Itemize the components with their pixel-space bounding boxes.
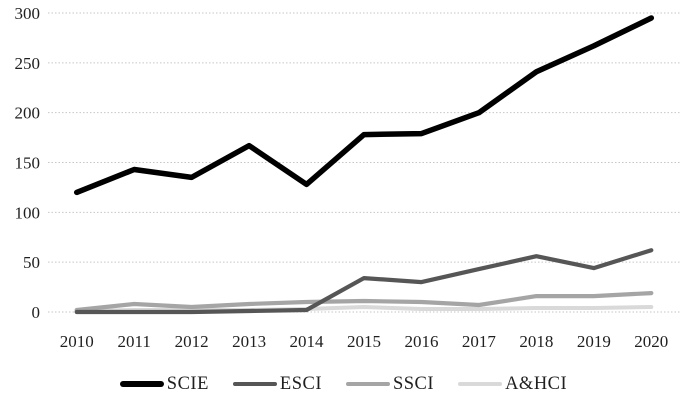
x-tick-label: 2018: [519, 332, 553, 351]
legend-item-scie: SCIE: [119, 373, 209, 395]
x-tick-label: 2012: [175, 332, 209, 351]
y-tick-label: 0: [32, 303, 41, 322]
y-tick-label: 300: [15, 4, 41, 23]
x-tick-label: 2010: [60, 332, 94, 351]
x-tick-label: 2019: [577, 332, 611, 351]
legend-label: SSCI: [392, 373, 435, 394]
x-tick-label: 2014: [290, 332, 325, 351]
y-tick-label: 200: [15, 104, 41, 123]
legend-swatch: [119, 381, 164, 387]
y-tick-label: 50: [23, 253, 40, 272]
legend-swatch: [232, 382, 277, 386]
x-tick-label: 2013: [232, 332, 266, 351]
x-tick-label: 2016: [404, 332, 438, 351]
legend-swatch: [458, 382, 503, 386]
legend-label: A&HCI: [505, 373, 568, 394]
series-line-scie: [73, 15, 655, 196]
legend-item-ahci: A&HCI: [458, 374, 567, 395]
legend-swatch: [345, 382, 390, 386]
series-line-ssci: [74, 291, 654, 313]
y-tick-label: 100: [15, 203, 41, 222]
y-tick-label: 150: [15, 154, 41, 173]
legend-item-esci: ESCI: [232, 373, 322, 395]
x-tick-label: 2015: [347, 332, 381, 351]
y-tick-label: 250: [15, 54, 41, 73]
series-line-esci: [74, 248, 654, 315]
legend-item-ssci: SSCI: [345, 373, 435, 395]
legend-label: ESCI: [279, 373, 322, 394]
x-tick-label: 2017: [462, 332, 497, 351]
legend: SCIE ESCI SSCI A&HCI: [0, 369, 687, 399]
legend-label: SCIE: [166, 373, 209, 394]
x-tick-label: 2011: [117, 332, 150, 351]
x-tick-label: 2020: [634, 332, 668, 351]
